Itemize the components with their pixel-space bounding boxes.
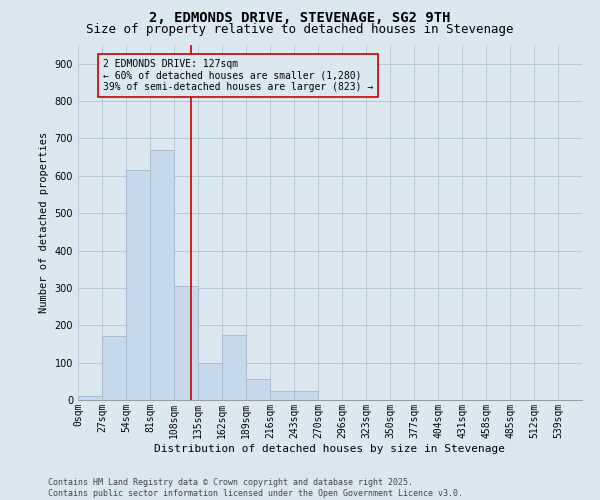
X-axis label: Distribution of detached houses by size in Stevenage: Distribution of detached houses by size … xyxy=(155,444,505,454)
Bar xyxy=(78,396,102,400)
Text: Size of property relative to detached houses in Stevenage: Size of property relative to detached ho… xyxy=(86,22,514,36)
Bar xyxy=(198,362,222,400)
Bar xyxy=(294,390,318,400)
Bar xyxy=(270,390,294,400)
Bar xyxy=(222,334,246,400)
Bar xyxy=(102,336,126,400)
Bar xyxy=(126,170,150,400)
Y-axis label: Number of detached properties: Number of detached properties xyxy=(39,132,49,313)
Text: 2, EDMONDS DRIVE, STEVENAGE, SG2 9TH: 2, EDMONDS DRIVE, STEVENAGE, SG2 9TH xyxy=(149,11,451,25)
Bar xyxy=(246,380,270,400)
Text: 2 EDMONDS DRIVE: 127sqm
← 60% of detached houses are smaller (1,280)
39% of semi: 2 EDMONDS DRIVE: 127sqm ← 60% of detache… xyxy=(103,59,373,92)
Bar xyxy=(150,150,174,400)
Bar xyxy=(174,286,198,400)
Text: Contains HM Land Registry data © Crown copyright and database right 2025.
Contai: Contains HM Land Registry data © Crown c… xyxy=(48,478,463,498)
